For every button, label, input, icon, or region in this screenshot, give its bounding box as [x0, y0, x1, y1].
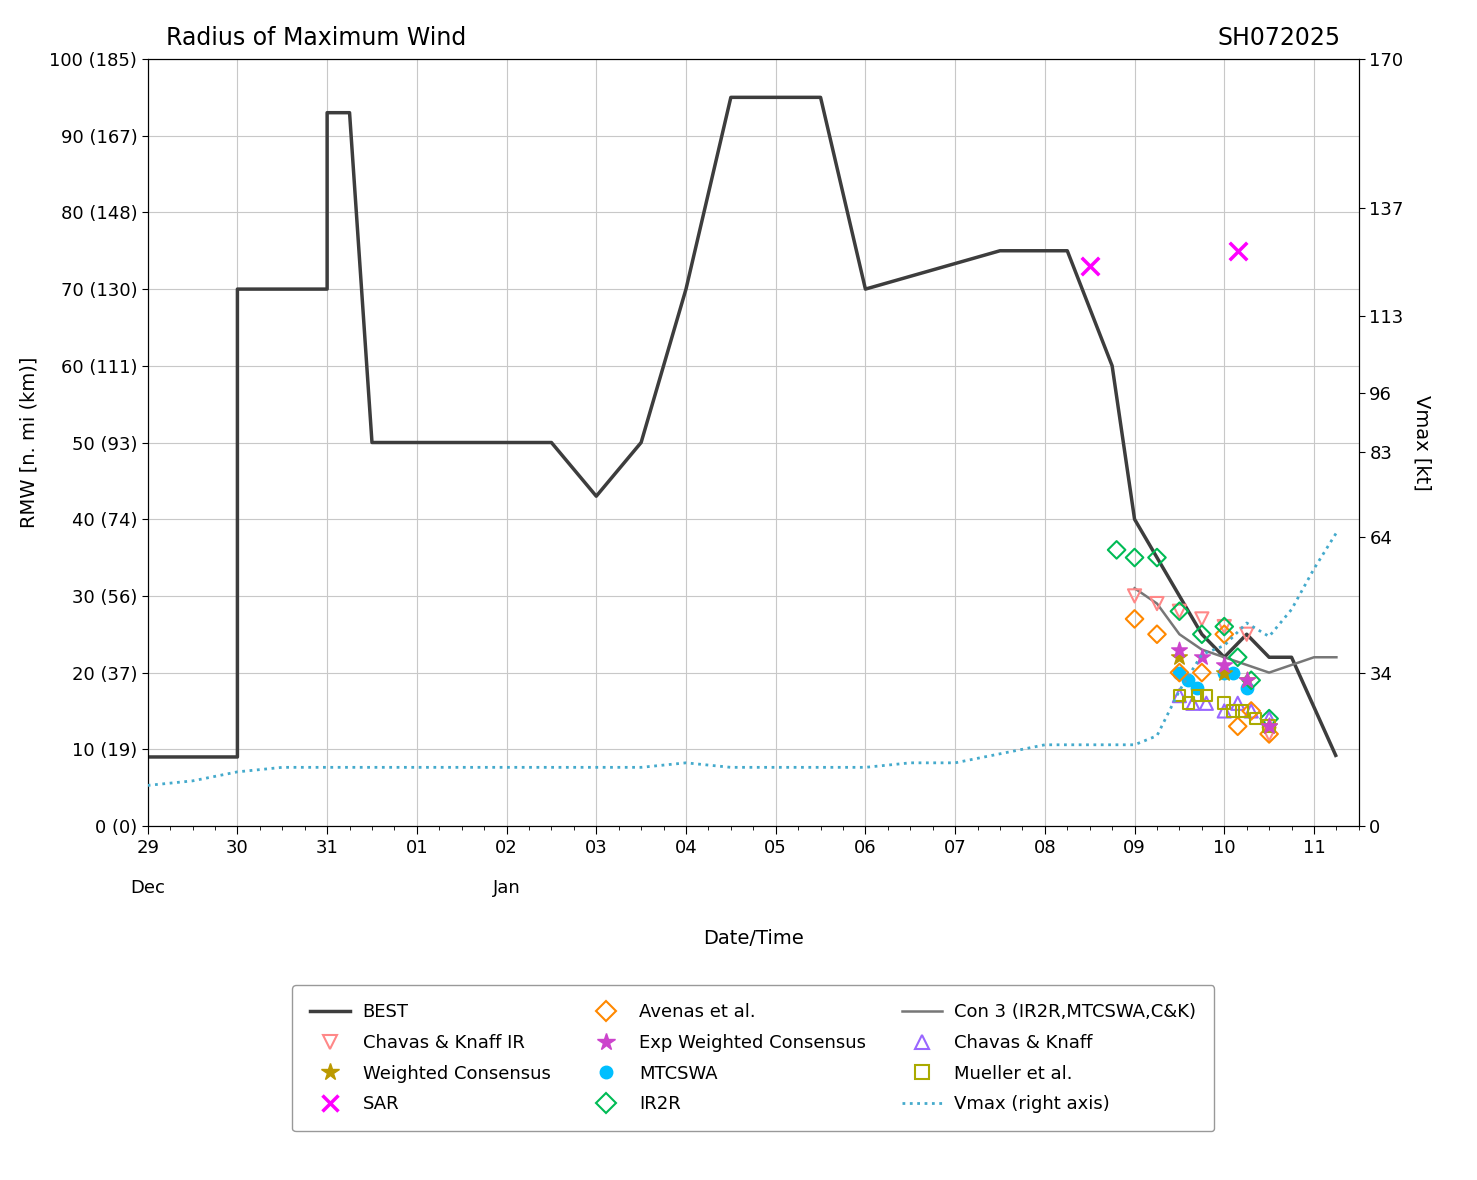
Point [1244, 709, 1267, 728]
Point [1257, 716, 1281, 736]
Point [1190, 663, 1214, 682]
Point [1239, 701, 1263, 720]
Point [1078, 256, 1102, 275]
Y-axis label: RMW [n. mi (km)]: RMW [n. mi (km)] [19, 356, 38, 529]
Point [1213, 655, 1236, 674]
Point [1213, 663, 1236, 682]
Point [1182, 694, 1205, 713]
Point [1257, 725, 1281, 743]
Point [1235, 625, 1258, 644]
Point [1168, 663, 1192, 682]
Text: SH072025: SH072025 [1217, 26, 1341, 50]
Point [1195, 686, 1219, 704]
Point [1186, 686, 1210, 704]
Point [1213, 694, 1236, 713]
Point [1145, 594, 1168, 614]
Point [1145, 625, 1168, 644]
Point [1257, 725, 1281, 743]
Point [1257, 709, 1281, 728]
Point [1190, 625, 1214, 644]
Point [1168, 648, 1192, 667]
Point [1177, 694, 1201, 713]
Point [1230, 701, 1254, 720]
Point [1168, 640, 1192, 658]
Point [1226, 694, 1250, 713]
Point [1123, 609, 1146, 628]
Point [1226, 242, 1250, 261]
Point [1239, 701, 1263, 720]
Point [1190, 609, 1214, 628]
Point [1221, 701, 1245, 720]
Point [1257, 716, 1281, 736]
Point [1190, 648, 1214, 667]
Point [1235, 670, 1258, 689]
Point [1213, 701, 1236, 720]
Legend: BEST, Chavas & Knaff IR, Weighted Consensus, SAR, Avenas et al., Exp Weighted Co: BEST, Chavas & Knaff IR, Weighted Consen… [292, 985, 1214, 1132]
Point [1226, 716, 1250, 736]
Point [1186, 678, 1210, 697]
Point [1168, 663, 1192, 682]
Point [1123, 548, 1146, 568]
Point [1177, 670, 1201, 689]
X-axis label: Date/Time: Date/Time [703, 930, 803, 949]
Text: Dec: Dec [130, 879, 165, 897]
Point [1257, 716, 1281, 736]
Y-axis label: Vmax [kt]: Vmax [kt] [1412, 394, 1431, 491]
Point [1257, 709, 1281, 728]
Point [1239, 670, 1263, 689]
Point [1168, 686, 1192, 704]
Point [1168, 602, 1192, 621]
Point [1145, 548, 1168, 568]
Point [1195, 694, 1219, 713]
Point [1168, 602, 1192, 621]
Point [1105, 540, 1128, 559]
Point [1123, 586, 1146, 605]
Text: Radius of Maximum Wind: Radius of Maximum Wind [165, 26, 467, 50]
Point [1213, 617, 1236, 636]
Point [1168, 686, 1192, 704]
Point [1235, 670, 1258, 689]
Point [1213, 625, 1236, 644]
Point [1221, 663, 1245, 682]
Point [1235, 678, 1258, 697]
Point [1226, 648, 1250, 667]
Text: Jan: Jan [493, 879, 520, 897]
Point [1213, 663, 1236, 682]
Point [1213, 617, 1236, 636]
